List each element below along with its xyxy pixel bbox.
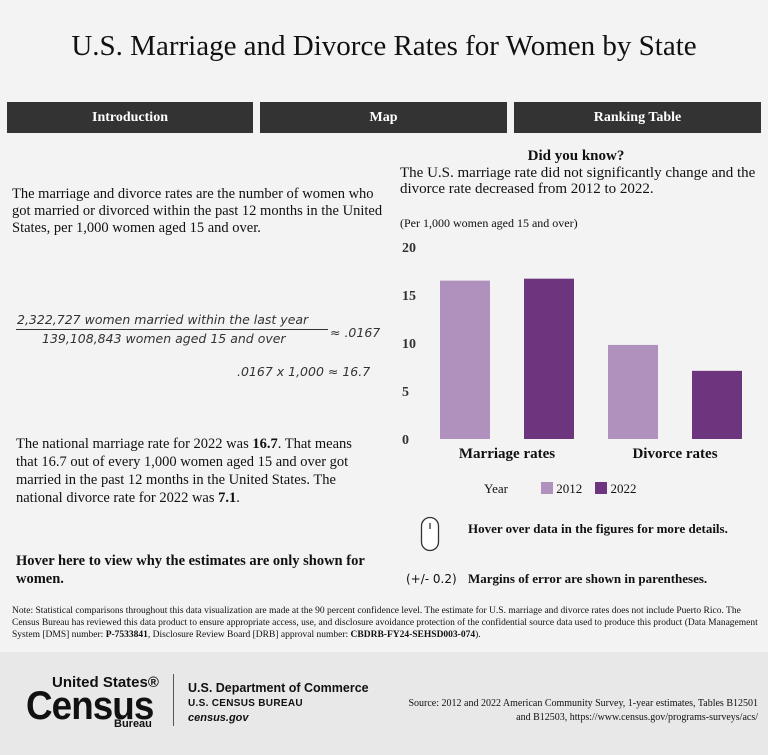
tab-ranking-table[interactable]: Ranking Table: [514, 102, 761, 133]
logo-united-states: United States®: [52, 674, 159, 691]
formula-denominator: 139,108,843 women aged 15 and over: [42, 331, 286, 346]
footnote: Note: Statistical comparisons throughout…: [12, 605, 760, 641]
bar-divorce-rates-2012[interactable]: [608, 344, 658, 439]
source-text: Source: 2012 and 2022 American Community…: [408, 698, 758, 723]
formula-fraction-line: [16, 329, 328, 330]
did-you-know-text: The U.S. marriage rate did not significa…: [400, 165, 756, 197]
national-text-3: .: [236, 490, 240, 506]
rate-formula: 2,322,727 women married within the last …: [16, 312, 386, 379]
note-text-3: ).: [475, 630, 481, 640]
bar-chart: 0 5 10 15 20 Marriage rates Divorce rates: [402, 241, 742, 462]
legend-label-2012: 2012: [556, 481, 583, 496]
note-text-2: , Disclosure Review Board [DRB] approval…: [147, 630, 351, 640]
national-rate-text: The national marriage rate for 2022 was …: [16, 435, 372, 507]
bar-marriage-rates-2022[interactable]: [524, 278, 574, 439]
scrollbar-area[interactable]: [768, 0, 782, 755]
bureau-name: U.S. CENSUS BUREAU: [188, 698, 303, 709]
moe-symbol: (+/- 0.2): [406, 572, 457, 586]
note-text-1: Note: Statistical comparisons throughout…: [12, 606, 758, 640]
logo-bureau: Bureau: [114, 718, 152, 730]
divorce-rate-value: 7.1: [218, 490, 237, 506]
footer-department: U.S. Department of Commerce U.S. CENSUS …: [188, 681, 369, 726]
logo-census: Census: [26, 684, 154, 728]
bar-marriage-rates-2012[interactable]: [440, 280, 490, 439]
marriage-rate-value: 16.7: [252, 436, 278, 452]
footer: United States® Census Bureau U.S. Depart…: [0, 652, 768, 755]
national-text-2: . That means that 16.7 out of every 1,00…: [16, 436, 352, 506]
legend-title: Year: [484, 481, 508, 496]
tab-map[interactable]: Map: [260, 102, 507, 133]
mouse-icon: [420, 516, 440, 552]
page-title: U.S. Marriage and Divorce Rates for Wome…: [71, 30, 697, 62]
chart-legend: Year 2012 2022: [484, 481, 646, 497]
y-tick-label: 10: [402, 337, 416, 352]
chart-unit-note: (Per 1,000 women aged 15 and over): [400, 216, 578, 230]
x-category-label: Marriage rates: [459, 446, 555, 462]
legend-item-2022[interactable]: 2022: [595, 481, 636, 497]
bar-divorce-rates-2022[interactable]: [692, 370, 742, 439]
y-tick-label: 5: [402, 385, 409, 400]
tab-introduction[interactable]: Introduction: [7, 102, 253, 133]
footer-divider: [173, 674, 174, 726]
dms-number: P-7533841: [105, 630, 148, 640]
legend-swatch-2022: [595, 482, 608, 494]
drb-number: CBDRB-FY24-SEHSD003-074: [350, 630, 476, 640]
hover-instruction: Hover over data in the figures for more …: [468, 521, 728, 536]
legend-swatch-2012: [541, 482, 554, 494]
intro-text: The marriage and divorce rates are the n…: [12, 186, 383, 236]
y-tick-label: 20: [402, 241, 416, 256]
formula-calc: .0167 x 1,000 ≈ 16.7: [237, 364, 371, 379]
moe-note: Margins of error are shown in parenthese…: [468, 571, 708, 586]
why-women-hover-link[interactable]: Hover here to view why the estimates are…: [16, 553, 365, 587]
legend-label-2022: 2022: [610, 481, 637, 496]
y-tick-label: 15: [402, 289, 416, 304]
did-you-know-title: Did you know?: [527, 148, 625, 164]
formula-approx: ≈ .0167: [330, 325, 381, 340]
y-tick-label: 0: [402, 433, 409, 448]
formula-numerator: 2,322,727 women married within the last …: [17, 312, 309, 327]
legend-item-2012[interactable]: 2012: [541, 481, 582, 497]
census-logo[interactable]: United States® Census Bureau: [26, 674, 160, 730]
dept-name: U.S. Department of Commerce: [188, 681, 369, 695]
census-site-link[interactable]: census.gov: [188, 712, 249, 724]
x-category-label: Divorce rates: [632, 446, 717, 462]
national-text-1: The national marriage rate for 2022 was: [16, 436, 253, 452]
